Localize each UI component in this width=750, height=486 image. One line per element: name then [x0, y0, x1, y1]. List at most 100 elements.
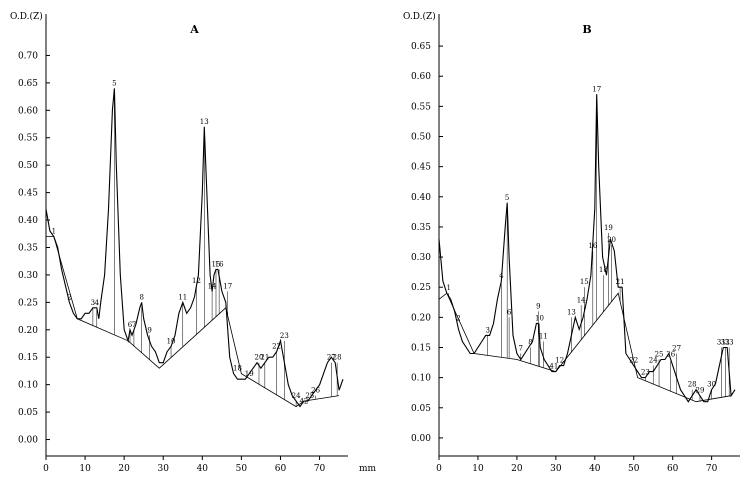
- chart-1-peak-label: 14: [577, 296, 586, 304]
- chart-0-y-tick-label: 0.00: [18, 436, 38, 446]
- chart-1-peak-label: 2: [456, 314, 460, 322]
- chart-1-y-tick-label: 0.60: [411, 72, 431, 82]
- chart-1-y-tick-label: 0.05: [411, 404, 431, 414]
- chart-0-y-tick-label: 0.35: [18, 243, 38, 253]
- chart-0-y-tick-label: 0.65: [18, 79, 38, 89]
- chart-0-peak-label: 11: [178, 293, 187, 301]
- chart-1-peak-label: 17: [592, 85, 601, 93]
- chart-1-x-tick-label: 30: [550, 464, 562, 474]
- chart-1-x-tick-label: 40: [589, 464, 601, 474]
- chart-0-x-tick-label: 0: [43, 464, 49, 474]
- chart-0-peak-label: 21: [260, 354, 269, 362]
- chart-0-peak-label: 8: [140, 293, 144, 301]
- chart-0-y-tick-label: 0.50: [18, 161, 38, 171]
- chart-0-x-tick-label: 70: [314, 464, 326, 474]
- chart-0-peak-label: 15: [212, 260, 221, 268]
- chart-1-peak-label: 33: [725, 338, 734, 346]
- chart-0-x-tick-label: 50: [236, 464, 248, 474]
- chart-1-peak-label: 41: [549, 363, 558, 371]
- chart-1-peak-label: 32: [721, 338, 730, 346]
- chart-0-peak-label: 22: [272, 343, 281, 351]
- chart-0-y-tick-label: 0.45: [18, 189, 38, 199]
- chart-0-peak-label: 23: [280, 332, 289, 340]
- chart-0-peak-label: 19: [245, 370, 254, 378]
- chart-1-peak-label: 9: [536, 302, 540, 310]
- chart-1-peak-label: 23: [641, 369, 650, 377]
- chart-0-y-tick-label: 0.55: [18, 134, 38, 144]
- chart-1-x-tick-label: 10: [472, 464, 484, 474]
- chart-1-y-axis-label: O.D.(Z): [403, 11, 436, 22]
- chart-1-peak-label: 18: [599, 266, 608, 274]
- chart-1-y-tick-label: 0.45: [411, 163, 431, 173]
- chart-1-peak-label: 13: [567, 308, 576, 316]
- chart-0-y-tick-label: 0.05: [18, 408, 38, 418]
- chart-1-y-tick-label: 0.15: [411, 343, 431, 353]
- chart-1-peak-label: 27: [672, 345, 681, 353]
- chart-0-peak-label: 42: [299, 398, 308, 406]
- chart-1-y-tick-label: 0.30: [411, 253, 431, 263]
- chart-1-peak-label: 12: [555, 357, 564, 365]
- chart-0-peak-label: 13: [200, 118, 209, 126]
- chart-0-x-tick-label: 30: [158, 464, 170, 474]
- chart-1-peak-label: 8: [528, 338, 532, 346]
- chart-1-peak-label: 26: [666, 351, 675, 359]
- chart-0-peak-label: 5: [112, 79, 116, 87]
- chart-1-peak-label: 6: [507, 308, 512, 316]
- chart-1-peak-label: 29: [695, 387, 704, 395]
- chart-0-y-tick-label: 0.20: [18, 326, 38, 336]
- chart-1-peak-label: 28: [688, 381, 697, 389]
- chart-1-peak-label: 24: [649, 357, 658, 365]
- chart-0-peak-label: 25: [305, 392, 314, 400]
- chart-0-peak-label: 12: [192, 277, 201, 285]
- chart-1-y-tick-label: 0.20: [411, 313, 431, 323]
- chart-1-densitometry-curve: [438, 94, 736, 403]
- chart-1-x-tick-label: 0: [436, 464, 442, 474]
- panel-a: 0.00 0.05 0.10 0.15 0.20 0.25 0.30 0.35 0.40 0.45…: [10, 11, 377, 474]
- chart-0-baseline: [46, 236, 340, 408]
- chart-0-x-tick-label: 10: [79, 464, 91, 474]
- chart-0-y-tick-label: 0.70: [18, 51, 38, 61]
- chart-0-x-tick-label: 20: [118, 464, 130, 474]
- chart-0-peak-label: 20: [255, 354, 264, 362]
- chart-1-x-tick-label: 70: [706, 464, 718, 474]
- chart-0-y-tick-label: 0.15: [18, 353, 38, 363]
- chart-1-panel-title: B: [582, 23, 591, 36]
- chart-0-peak-label: 1: [52, 228, 56, 236]
- chart-1-y-tick-label: 0.10: [411, 374, 431, 384]
- chart-1-y-tick-label: 0.40: [411, 193, 431, 203]
- chart-1-peak-label: 5: [505, 194, 509, 202]
- chart-1-y-tick-label: 0.35: [411, 223, 431, 233]
- chart-0-peak-label: 6: [128, 321, 133, 329]
- chart-0-y-axis-label: O.D.(Z): [10, 11, 43, 22]
- chart-0-panel-title: A: [189, 23, 199, 36]
- chart-0-y-tick-label: 0.40: [18, 216, 38, 226]
- chart-1-y-tick-label: 0.65: [411, 42, 431, 52]
- chart-1-peak-label: 25: [655, 351, 664, 359]
- chart-1-y-tick-label: 0.55: [411, 102, 431, 112]
- chart-1-peak-label: 20: [607, 236, 616, 244]
- chart-1-peak-label: 11: [539, 332, 548, 340]
- chart-0-peak-label: 7: [132, 321, 136, 329]
- chart-1-y-tick-label: 0.50: [411, 133, 431, 143]
- chart-1-peak-label: 22: [629, 357, 638, 365]
- chart-1-x-tick-label: 50: [628, 464, 640, 474]
- chart-1-peak-label: 4: [499, 272, 504, 280]
- chart-0-peak-label: 3: [91, 299, 95, 307]
- chart-0-peak-label: 2: [67, 293, 71, 301]
- chart-0-peak-label: 28: [333, 354, 342, 362]
- chart-0-peak-label: 9: [147, 326, 151, 334]
- chart-0-peak-label: 17: [223, 282, 232, 290]
- chart-1-y-tick-label: 0.00: [411, 434, 431, 444]
- chart-1-y-tick-label: 0.25: [411, 283, 431, 293]
- chart-0-peak-label: 24: [292, 392, 301, 400]
- chart-0-peak-label: 26: [311, 387, 320, 395]
- chart-0-y-tick-label: 0.25: [18, 298, 38, 308]
- chart-0-peak-label: 18: [233, 365, 242, 373]
- chart-1-peak-label: 1: [447, 284, 451, 292]
- chart-1-peak-label: 31: [717, 338, 726, 346]
- chart-0-densitometry-curve: [45, 88, 344, 408]
- chart-0-y-tick-label: 0.30: [18, 271, 38, 281]
- chart-1-peak-label: 19: [604, 224, 613, 232]
- chart-0-x-tick-label: 40: [197, 464, 209, 474]
